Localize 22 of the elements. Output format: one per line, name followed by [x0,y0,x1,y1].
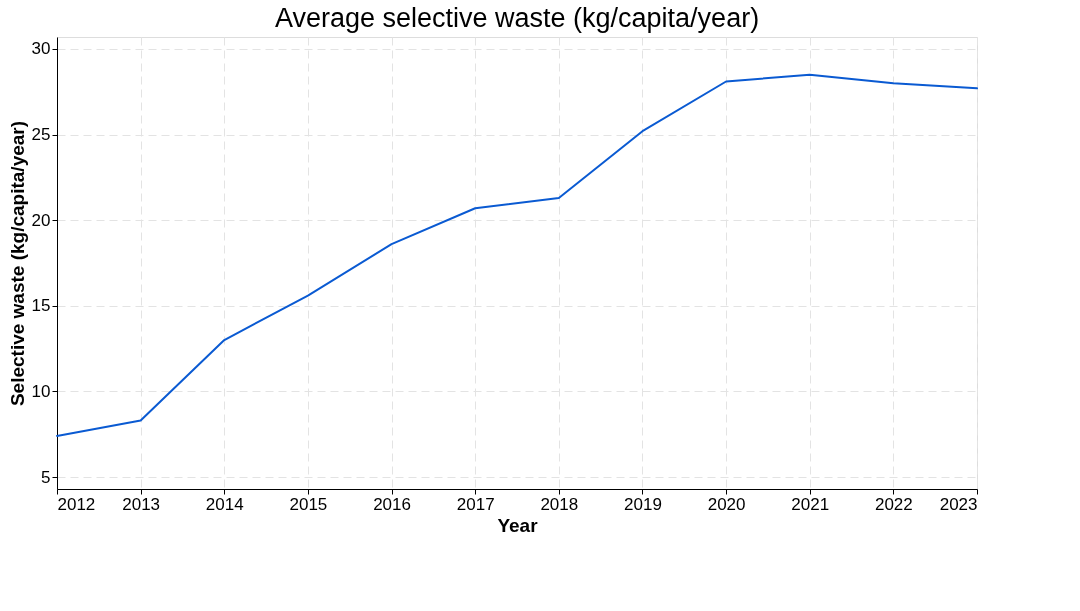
y-tick-label: 15 [31,296,51,316]
line-series [56,73,978,437]
x-tick-label: 2012 [57,494,96,514]
y-tick-label: 30 [31,39,51,59]
x-tick-label: 2019 [624,494,662,514]
x-tick-label: 2014 [205,494,244,514]
y-tick-label: 20 [31,210,51,230]
y-tick-label: 25 [31,125,51,145]
y-axis-title: Selective waste (kg/capita/year) [6,120,28,407]
x-tick-label: 2016 [373,494,411,514]
x-tick-label: 2018 [540,494,579,514]
x-tick-label: 2017 [456,494,495,514]
y-tick-label: 10 [31,381,51,401]
x-tick-label: 2015 [289,494,328,514]
x-tick-label: 2021 [791,494,830,514]
x-axis-title: Year [497,514,539,536]
chart-title: Average selective waste (kg/capita/year) [274,3,760,33]
y-tick-label: 5 [41,467,51,487]
x-tick-label: 2013 [122,494,161,514]
x-tick-label: 2023 [939,494,978,514]
x-tick-label: 2020 [707,494,746,514]
x-tick-label: 2022 [874,494,913,514]
